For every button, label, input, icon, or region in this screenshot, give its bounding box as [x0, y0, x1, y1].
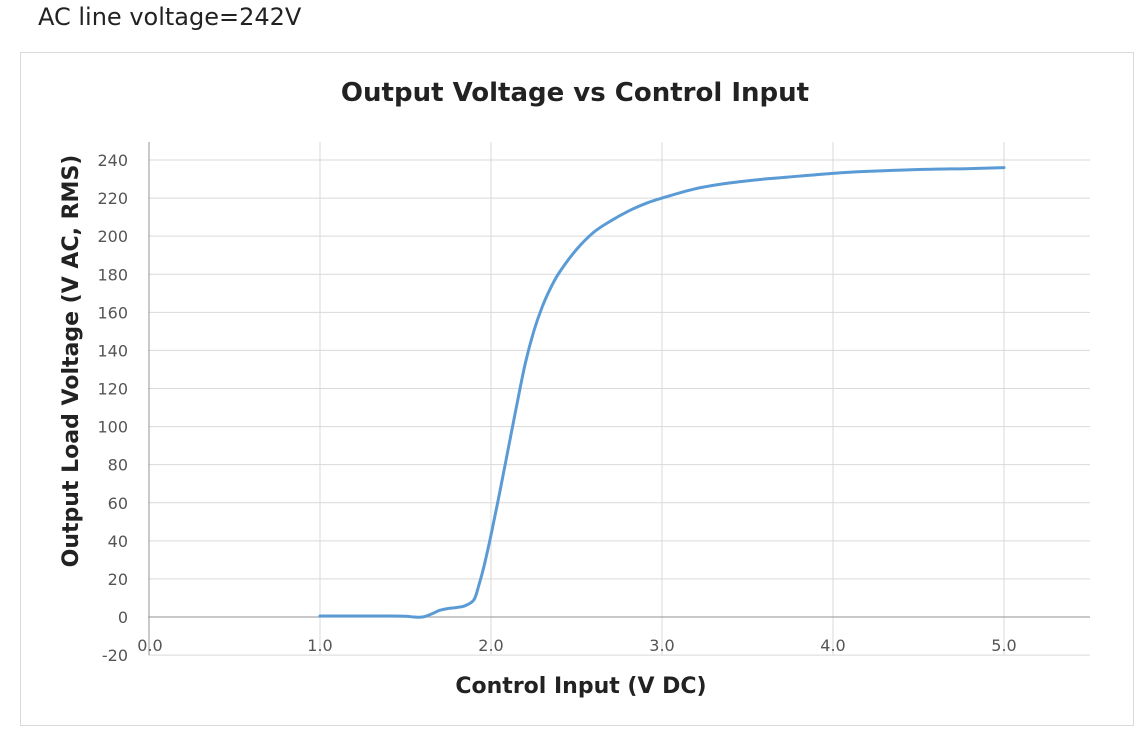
series-line — [318, 166, 1006, 619]
caption: AC line voltage=242V — [38, 3, 302, 31]
grid — [148, 142, 1090, 656]
x-tick-label: 4.0 — [820, 636, 845, 655]
y-tick-label: -20 — [102, 646, 128, 665]
tick-labels: -20 0 20 40 60 80 100 120 140 160 180 200 220 240 0.0 1… — [97, 151, 1016, 665]
y-tick-label: 40 — [108, 532, 128, 551]
series-layer — [318, 166, 1006, 619]
y-tick-label: 140 — [97, 341, 128, 360]
chart-title: Output Voltage vs Control Input — [341, 78, 809, 108]
y-tick-label: 60 — [108, 494, 128, 513]
x-axis-label: Control Input (V DC) — [455, 674, 706, 699]
y-tick-label: 120 — [97, 380, 128, 399]
y-tick-label: 220 — [97, 189, 128, 208]
x-tick-label: 5.0 — [991, 636, 1016, 655]
y-tick-label: 0 — [118, 608, 128, 627]
y-tick-label: 100 — [97, 418, 128, 437]
y-tick-label: 20 — [108, 570, 128, 589]
y-tick-label: 200 — [97, 227, 128, 246]
x-tick-label: 0.0 — [137, 636, 162, 655]
y-axis-label: Output Load Voltage (V AC, RMS) — [59, 155, 84, 568]
y-tick-label: 80 — [108, 456, 128, 475]
x-tick-label: 1.0 — [307, 636, 332, 655]
x-tick-label: 2.0 — [478, 636, 503, 655]
y-tick-label: 180 — [97, 265, 128, 284]
y-tick-label: 240 — [97, 151, 128, 170]
axes — [148, 142, 1090, 655]
y-tick-label: 160 — [97, 303, 128, 322]
x-tick-label: 3.0 — [649, 636, 674, 655]
